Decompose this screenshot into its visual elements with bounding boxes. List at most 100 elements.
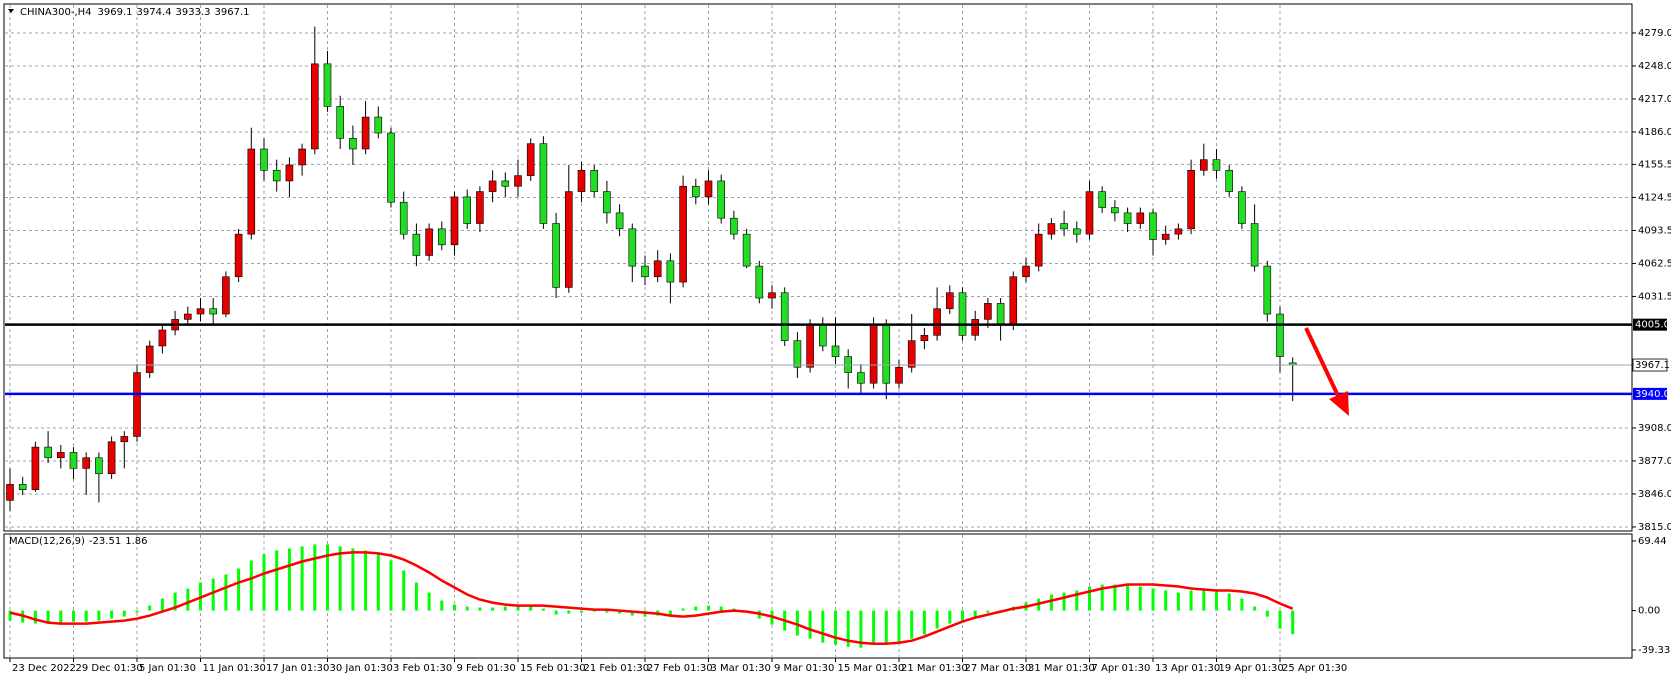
macd-histogram-bar — [351, 548, 355, 611]
candle-body — [666, 260, 675, 283]
macd-histogram-bar — [605, 610, 609, 613]
candle-body — [298, 148, 306, 166]
macd-histogram-bar — [1215, 590, 1218, 611]
macd-histogram-bar — [262, 554, 266, 611]
macd-histogram-bar — [440, 600, 444, 611]
candle-body — [653, 260, 662, 278]
candle-body — [95, 457, 103, 475]
candle-body — [1060, 223, 1068, 230]
x-tick-label: 25 Apr 01:30 — [1282, 663, 1347, 674]
high-value: 3974.4 — [137, 7, 172, 18]
x-tick-label: 17 Jan 01:30 — [266, 663, 329, 674]
candle-body — [1174, 228, 1183, 235]
y-tick-label: 4155.5 — [1638, 159, 1671, 170]
low-value: 3933.3 — [176, 7, 211, 18]
macd-histogram-bar — [1291, 610, 1295, 635]
y-tick-label: 4124.5 — [1638, 192, 1671, 203]
macd-histogram-bar — [313, 544, 317, 611]
macd-header: MACD(12,26,9) -23.51 1.86 — [9, 536, 147, 547]
candle-body — [412, 233, 421, 256]
candle-body — [1034, 233, 1043, 267]
macd-histogram-bar — [694, 606, 698, 611]
macd-histogram-bar — [326, 544, 329, 611]
candle-body — [1009, 276, 1018, 325]
candle-body — [895, 366, 903, 384]
x-tick-label: 19 Apr 01:30 — [1219, 663, 1284, 674]
x-tick-label: 3 Feb 01:30 — [393, 663, 452, 674]
macd-histogram-bar — [630, 610, 634, 616]
macd-histogram-bar — [529, 604, 533, 611]
candle-body — [615, 212, 624, 230]
menu-triangle[interactable] — [8, 9, 14, 13]
candle-body — [971, 319, 980, 336]
macd-histogram-bar — [1138, 586, 1142, 611]
macd-histogram-bar — [503, 606, 507, 611]
macd-histogram-bar — [338, 546, 342, 611]
chart-header: CHINA300-,H4 3969.1 3974.4 3933.3 3967.1 — [20, 7, 250, 18]
macd-histogram-bar — [135, 610, 139, 613]
candle-body — [641, 265, 649, 278]
macd-histogram-bar — [707, 605, 710, 611]
y-tick-label: 4279.0 — [1638, 28, 1671, 39]
candle-body — [463, 196, 472, 224]
macd-histogram-bar — [821, 610, 825, 643]
candle-body — [107, 441, 116, 475]
candle-body — [577, 169, 586, 192]
x-tick-label: 7 Apr 01:30 — [1092, 663, 1151, 674]
candle-body — [476, 191, 484, 224]
candle-body — [1047, 223, 1056, 235]
macd-histogram-bar — [237, 568, 241, 611]
x-tick-label: 9 Feb 01:30 — [457, 663, 516, 674]
candle-body — [793, 340, 802, 368]
macd-histogram-bar — [46, 610, 50, 623]
macd-histogram-bar — [1265, 610, 1269, 617]
candle-body — [1022, 265, 1030, 278]
candle-body — [717, 180, 726, 219]
x-tick-label: 15 Feb 01:30 — [520, 663, 586, 674]
macd-histogram-bar — [224, 574, 228, 611]
arrow-head — [1329, 391, 1349, 416]
macd-main-value: -23.51 — [89, 536, 121, 547]
x-tick-label: 5 Jan 01:30 — [139, 663, 196, 674]
macd-histogram-bar — [922, 610, 926, 635]
macd-histogram-bar — [1202, 588, 1206, 611]
macd-histogram-bar — [414, 582, 418, 611]
macd-histogram-bar — [160, 598, 164, 611]
y-tick-label: 4186.0 — [1638, 127, 1671, 138]
macd-histogram-bar — [795, 610, 799, 636]
level-label: 4005.0 — [1635, 320, 1670, 331]
macd-histogram-bar — [618, 610, 622, 614]
macd-histogram-bar — [897, 610, 901, 643]
y-tick-label: 4062.5 — [1638, 258, 1671, 269]
candle-body — [768, 292, 776, 299]
macd-histogram-bar — [1151, 588, 1155, 611]
macd-histogram-bar — [211, 578, 215, 611]
candle-body — [145, 345, 154, 373]
candle-body — [730, 217, 738, 235]
macd-histogram-bar — [186, 588, 190, 611]
y-tick-label: 3846.0 — [1638, 489, 1671, 500]
last-price-box — [1632, 358, 1668, 372]
macd-histogram-bar — [973, 610, 977, 617]
macd-histogram-bar — [1227, 593, 1231, 611]
macd-histogram-bar — [884, 610, 888, 645]
macd-histogram-bar — [1049, 594, 1053, 611]
macd-histogram-bar — [72, 610, 75, 622]
candle-body — [387, 132, 395, 203]
candle-body — [857, 372, 865, 384]
y-tick-label: 3908.0 — [1638, 423, 1671, 434]
macd-histogram-bar — [948, 610, 952, 624]
macd-histogram-bar — [300, 546, 304, 611]
candle-body — [361, 116, 370, 150]
close-value: 3967.1 — [215, 7, 250, 18]
macd-histogram-bar — [1062, 592, 1066, 611]
candle-body — [933, 308, 941, 336]
candle-body — [1085, 191, 1094, 235]
marks-layer — [5, 26, 1632, 648]
candle-body — [1161, 233, 1170, 240]
candle-body — [590, 169, 599, 192]
macd-histogram-bar — [910, 610, 914, 639]
macd-histogram-bar — [681, 608, 685, 611]
candle-body — [1212, 159, 1221, 171]
candle-body — [958, 292, 967, 336]
